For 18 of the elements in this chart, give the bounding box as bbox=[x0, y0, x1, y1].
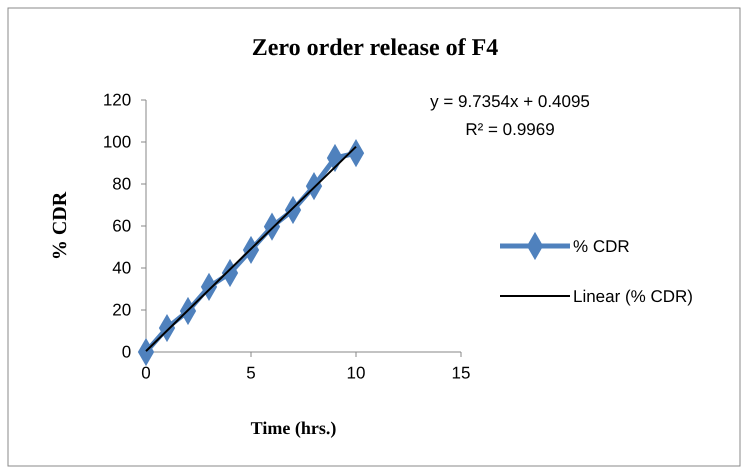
x-tick-label: 10 bbox=[346, 364, 366, 383]
text: R² = 0.9969 bbox=[465, 120, 555, 139]
annotation: y = 9.7354x + 0.4095 bbox=[430, 92, 590, 111]
y-tick-label: 40 bbox=[112, 258, 132, 278]
y-tick-label: 0 bbox=[122, 342, 132, 362]
y-tick-label: 20 bbox=[112, 300, 132, 320]
legend-label: Linear (% CDR) bbox=[573, 287, 693, 306]
x-tick-label: 0 bbox=[141, 364, 151, 383]
chart-title: Zero order release of F4 bbox=[252, 35, 498, 61]
y-tick-label: 80 bbox=[112, 174, 132, 194]
legend-label: % CDR bbox=[573, 237, 630, 256]
x-tick-label: 5 bbox=[246, 364, 256, 383]
y-tick-label: 100 bbox=[102, 132, 132, 152]
x-tick-label: 15 bbox=[452, 364, 470, 383]
x-axis-title: Time (hrs.) bbox=[250, 418, 336, 438]
y-tick-label: 60 bbox=[112, 216, 132, 236]
y-axis-title: % CDR bbox=[49, 191, 71, 260]
y-tick-label: 120 bbox=[102, 90, 132, 110]
